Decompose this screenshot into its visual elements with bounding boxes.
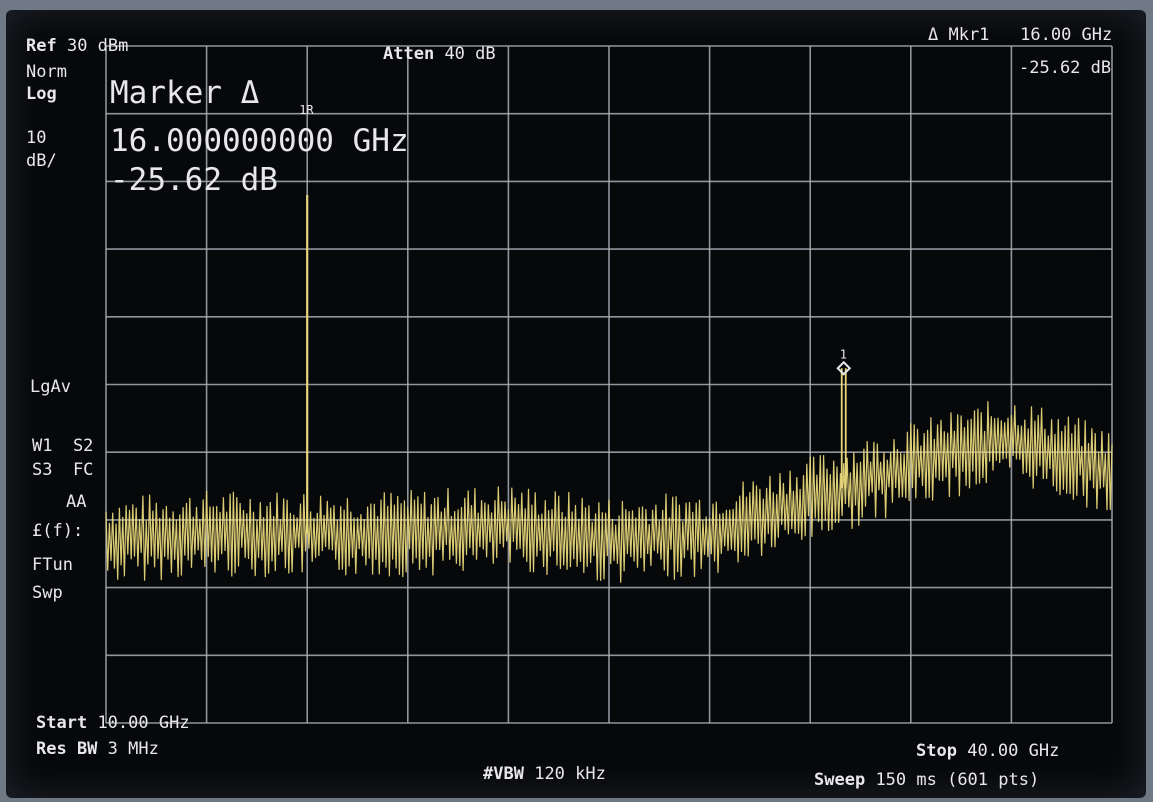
ref-value: 30 dBm [66,36,129,56]
scale-type: Log [26,84,57,104]
marker-readout-top: Δ Mkr1 16.00 GHz [928,27,1112,44]
spectrum-trace [105,401,1113,583]
marker-box-title: Marker Δ [110,75,260,111]
video-bandwidth: #VBW 120 kHz [483,766,606,783]
ref-label: Ref [26,36,57,56]
trigger-w1s2: W1 S2 [32,436,94,456]
aa-indicator: AA [66,492,87,512]
ref-level: Ref 30 dBm [26,38,128,55]
detector-mode: Norm [26,62,67,82]
trigger-s3fc: S3 FC [32,460,94,480]
start-frequency: Start 10.00 GHz [36,715,190,732]
stop-label: Stop [916,741,957,761]
marker-box-amp: -25.62 dB [110,162,278,198]
sweep-time: Sweep 150 ms (601 pts) [814,772,1039,789]
atten-label: Atten [383,44,435,64]
rbw-label: Res BW [36,739,98,759]
spectrum-display: 1R 1 [105,45,1113,724]
scale-unit: dB/ [26,151,57,171]
scale-value: 10 [26,128,47,148]
stop-value: 40.00 GHz [967,741,1060,761]
ftun-indicator: FTun [32,555,73,575]
marker-layer: 1R 1 [299,103,852,534]
analyzer-screen: 1R 1 Ref 30 dBm Atten 40 dB Δ Mkr1 16.00 … [6,10,1146,798]
delta-marker-diamond [836,360,852,376]
marker-readout-freq: 16.00 GHz [1020,25,1113,45]
noise-floor-trace [105,401,1113,583]
lf-indicator: £(f): [32,521,84,541]
delta-marker-label: 1 [840,347,847,361]
resolution-bandwidth: Res BW 3 MHz [36,741,159,758]
stop-frequency: Stop 40.00 GHz [916,743,1059,760]
graticule [105,45,1113,724]
vbw-value: 120 kHz [534,764,606,784]
reference-marker-label: 1R [299,103,314,117]
marker-readout-amp: -25.62 dB [1019,58,1112,78]
sweep-value: 150 ms (601 pts) [875,770,1040,790]
marker-box-freq: 16.000000000 GHz [110,123,409,159]
atten-value: 40 dB [444,44,496,64]
sweep-indicator: Swp [32,583,63,603]
attenuation: Atten 40 dB [383,46,496,63]
rbw-value: 3 MHz [107,739,159,759]
start-value: 10.00 GHz [97,713,190,733]
start-label: Start [36,713,88,733]
vbw-label: #VBW [483,764,524,784]
sweep-label: Sweep [814,770,866,790]
marker-readout-label: Δ Mkr1 [928,25,990,45]
averaging-mode: LgAv [30,377,71,397]
